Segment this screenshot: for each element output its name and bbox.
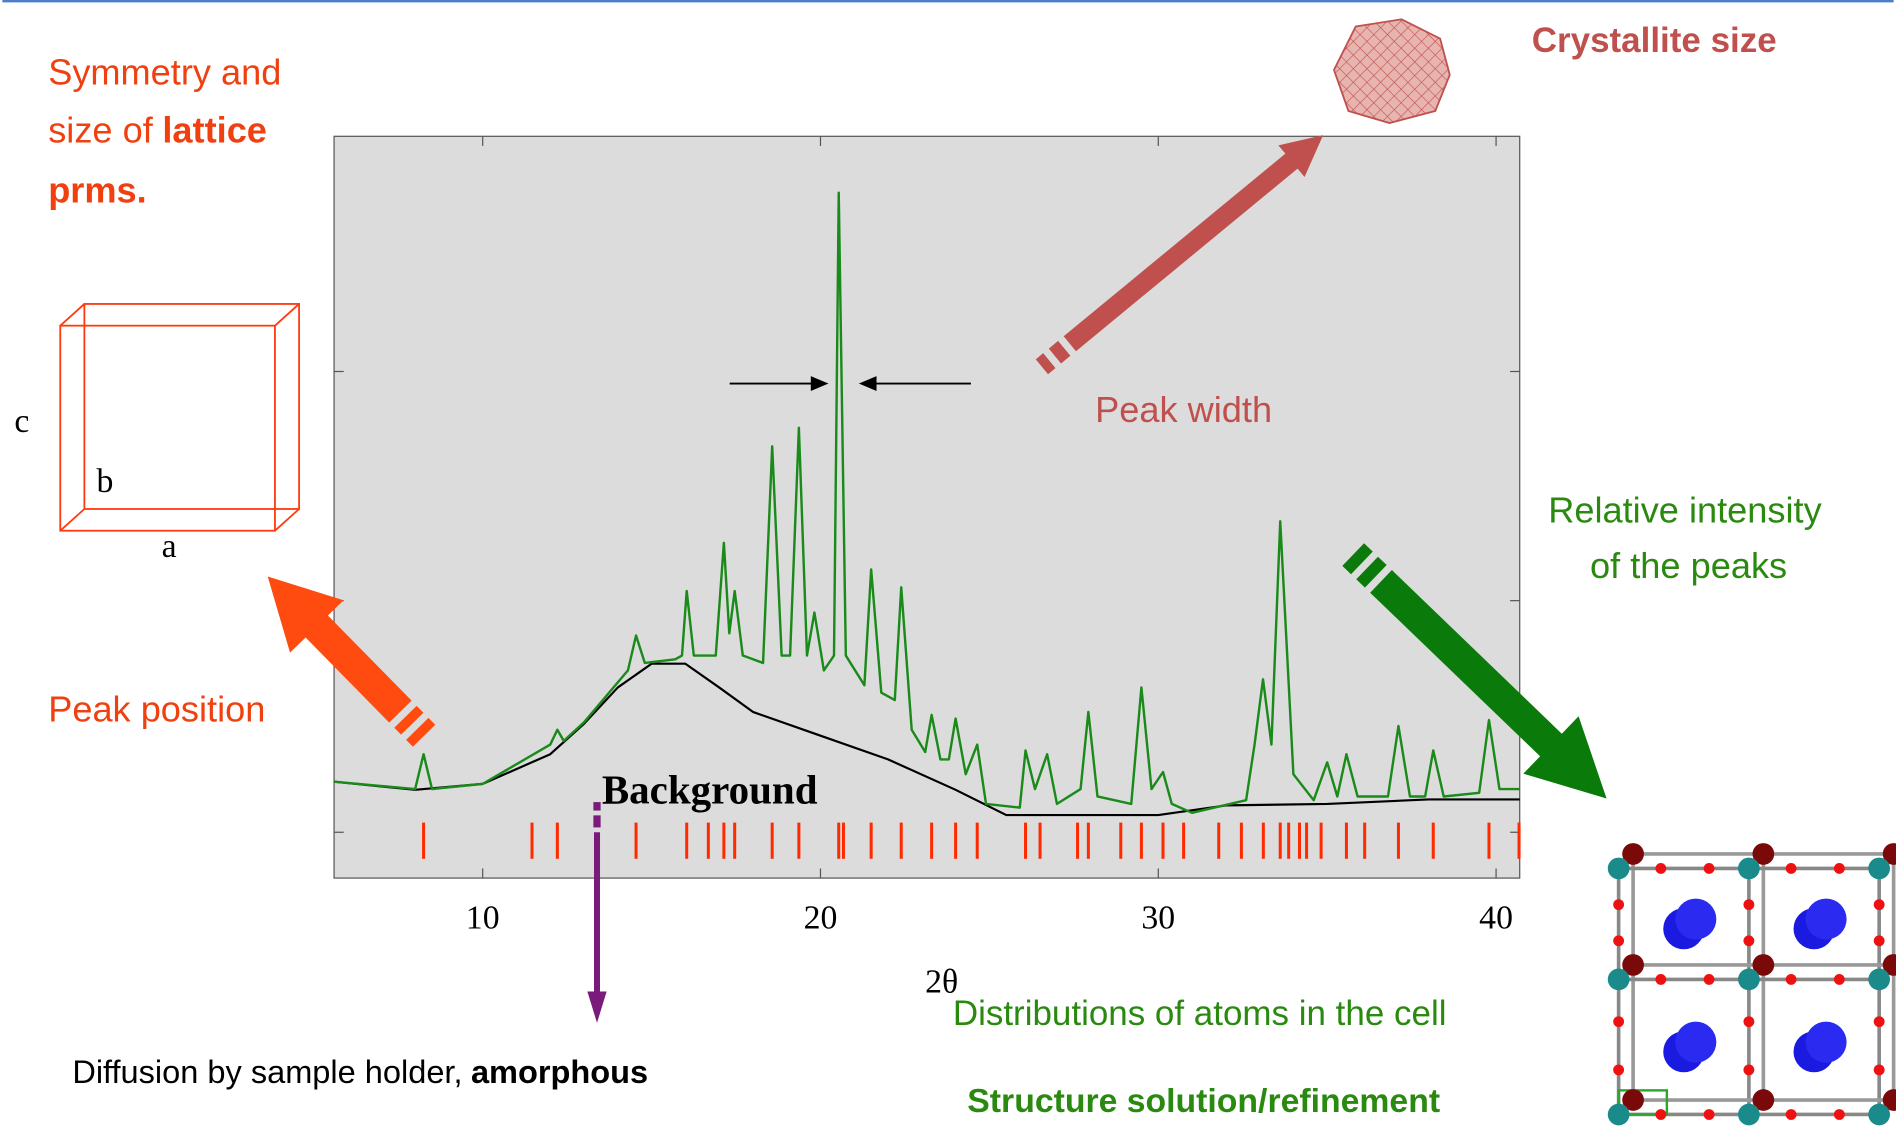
plot: 10 20 30 40 2θ (333, 136, 1521, 1001)
crystal-structure (1607, 843, 1896, 1126)
atom (1785, 1109, 1797, 1120)
intensity-label: of the peaks (1590, 545, 1787, 586)
structure-label: Structure solution/refinement (967, 1082, 1440, 1120)
lattice-note: Symmetry and size of lattice prms. (48, 51, 281, 210)
axis-letter: a (162, 528, 177, 565)
x-tick-label: 10 (466, 900, 500, 937)
arrows (267, 135, 1607, 1023)
arrow (1063, 135, 1324, 352)
atom (1613, 935, 1625, 947)
note-text: size of (48, 109, 153, 150)
atom (1785, 863, 1797, 874)
bond (1617, 1089, 1669, 1116)
atom (1833, 1109, 1845, 1120)
peak-width-label: Peak width (1095, 389, 1272, 430)
atom (1882, 954, 1896, 976)
atom (1868, 968, 1891, 991)
atom (1805, 898, 1847, 940)
atom (1703, 1109, 1715, 1120)
atom (1613, 1016, 1625, 1028)
atom (1743, 1064, 1755, 1076)
atom (1622, 843, 1644, 865)
note-text: Diffusion by sample holder, (72, 1054, 462, 1090)
note-bold: lattice (162, 109, 267, 150)
note-line: Symmetry and (48, 51, 281, 92)
crystallite-label: Crystallite size (1532, 21, 1777, 60)
axis-letter: c (14, 403, 29, 440)
x-tick-label: 40 (1479, 900, 1513, 937)
atom (1703, 863, 1715, 874)
arrow-dash (1342, 543, 1373, 575)
peak-position-label: Peak position (48, 688, 265, 729)
atom (1655, 863, 1667, 874)
note-line: size of lattice (48, 109, 267, 150)
atom (1752, 1089, 1775, 1111)
arrow (587, 832, 607, 1023)
x-axis-title: 2θ (925, 964, 958, 1001)
atom (1738, 857, 1760, 880)
atom (1613, 899, 1625, 911)
arrow-dash (1048, 340, 1071, 364)
atom (1873, 899, 1885, 911)
arrow (1370, 570, 1607, 799)
atom (1882, 843, 1896, 865)
width-arrows (729, 376, 971, 391)
axis-letter: b (96, 463, 113, 500)
arrow-dash (394, 705, 424, 735)
atom (1785, 973, 1797, 985)
cell-cube (59, 303, 300, 532)
atom (1752, 843, 1775, 865)
atom (1873, 1016, 1885, 1028)
atom (1613, 1064, 1625, 1076)
atom (1675, 1021, 1717, 1063)
note-bold: amorphous (471, 1054, 648, 1090)
atom (1833, 973, 1845, 985)
atom (1805, 1021, 1847, 1063)
atom (1703, 973, 1715, 985)
x-tick-label: 20 (804, 900, 838, 937)
atom (1622, 1089, 1644, 1111)
atom (1873, 935, 1885, 947)
background-label: Background (602, 766, 818, 812)
atom (1607, 1103, 1630, 1126)
atom (1607, 857, 1630, 880)
arrow-dash (406, 717, 436, 747)
intensity-label: Relative intensity (1548, 489, 1822, 530)
atom (1833, 863, 1845, 874)
atom (1655, 973, 1667, 985)
atom (1868, 1103, 1891, 1126)
atom (1882, 1089, 1896, 1111)
note-line: prms. (48, 170, 147, 211)
x-tick-label: 30 (1141, 900, 1175, 937)
atom (1743, 935, 1755, 947)
diffusion-note: Diffusion by sample holder, amorphous (72, 1054, 648, 1090)
atom (1622, 954, 1644, 976)
arrow-dash (1035, 353, 1056, 375)
arrow (267, 576, 412, 723)
atom (1607, 968, 1630, 991)
atom (1738, 1103, 1760, 1126)
atom (1873, 1064, 1885, 1076)
atom (1752, 954, 1775, 976)
crystallite-shape (1332, 18, 1451, 124)
atom (1743, 899, 1755, 911)
atom (1655, 1109, 1667, 1120)
atom (1738, 968, 1760, 991)
arrow-dash (1356, 556, 1387, 588)
series-line (333, 191, 1520, 815)
atom (1868, 857, 1891, 880)
atom (1675, 898, 1717, 940)
distribution-label: Distributions of atoms in the cell (953, 994, 1447, 1033)
atom (1743, 1016, 1755, 1028)
